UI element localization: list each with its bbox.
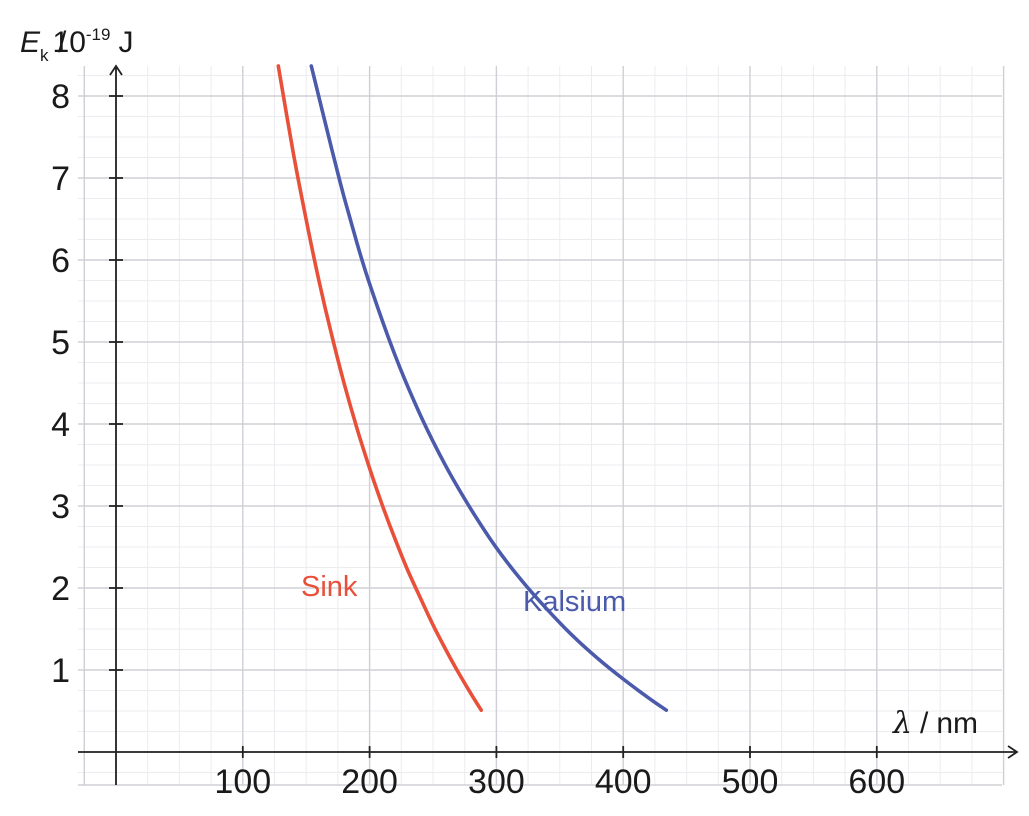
y-tick-label: 2 bbox=[51, 570, 70, 608]
x-tick-label: 400 bbox=[595, 763, 652, 801]
y-tick-label: 3 bbox=[51, 488, 70, 526]
x-tick-label: 600 bbox=[848, 763, 905, 801]
y-tick-label: 5 bbox=[51, 324, 70, 362]
series-lines bbox=[276, 64, 669, 712]
y-tick-label: 7 bbox=[51, 160, 70, 198]
minor-grid bbox=[78, 66, 1002, 785]
y-axis-arrow bbox=[109, 64, 123, 76]
series-line-sink bbox=[276, 64, 483, 712]
x-tick-label: 100 bbox=[214, 763, 271, 801]
series-label-kalsium: Kalsium bbox=[523, 586, 626, 618]
y-axis-title: Ek 10-19 J bbox=[20, 25, 133, 65]
x-axis-title: λ / nm bbox=[892, 706, 978, 741]
x-tick-label: 500 bbox=[722, 763, 779, 801]
series-line-kalsium bbox=[309, 64, 669, 712]
x-tick-label: 200 bbox=[341, 763, 398, 801]
x-axis-unit: nm bbox=[936, 707, 978, 740]
y-tick-label: 6 bbox=[51, 242, 70, 280]
y-axis-unit-exp: -19 bbox=[86, 25, 111, 44]
y-axis-subscript: k bbox=[40, 46, 49, 65]
x-axis-separator: / bbox=[920, 707, 929, 740]
x-tick-label: 300 bbox=[468, 763, 525, 801]
y-tick-label: 1 bbox=[51, 652, 70, 690]
axes bbox=[78, 64, 1019, 785]
x-axis-arrow bbox=[1007, 745, 1019, 759]
tick-labels: 100 200 300 400 500 600 1 2 3 4 5 6 7 8 bbox=[51, 78, 905, 801]
x-axis-symbol: λ bbox=[892, 706, 912, 741]
tick-marks bbox=[109, 95, 878, 758]
series-label-sink: Sink bbox=[301, 571, 358, 603]
major-grid bbox=[78, 66, 1005, 786]
y-tick-label: 4 bbox=[51, 406, 70, 444]
y-tick-label: 8 bbox=[51, 78, 70, 116]
y-axis-separator: / bbox=[58, 26, 67, 59]
y-axis-unit-base: 10 bbox=[53, 26, 86, 59]
y-axis-unit: J bbox=[118, 26, 133, 59]
y-axis-symbol: E bbox=[20, 26, 41, 59]
